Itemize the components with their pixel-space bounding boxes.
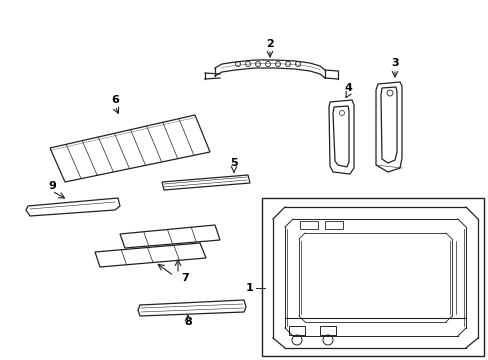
Text: 7: 7: [181, 273, 188, 283]
Bar: [299, 221, 317, 229]
Text: 9: 9: [48, 181, 56, 191]
Bar: [288, 326, 305, 335]
Bar: [319, 326, 335, 335]
Bar: [325, 221, 342, 229]
Bar: [262, 198, 483, 356]
Text: 6: 6: [111, 95, 119, 105]
Text: 8: 8: [184, 317, 191, 327]
Text: 4: 4: [344, 83, 351, 93]
Text: 3: 3: [390, 58, 398, 68]
Text: 5: 5: [230, 158, 237, 168]
Text: 1: 1: [245, 283, 253, 293]
Text: 2: 2: [265, 39, 273, 49]
